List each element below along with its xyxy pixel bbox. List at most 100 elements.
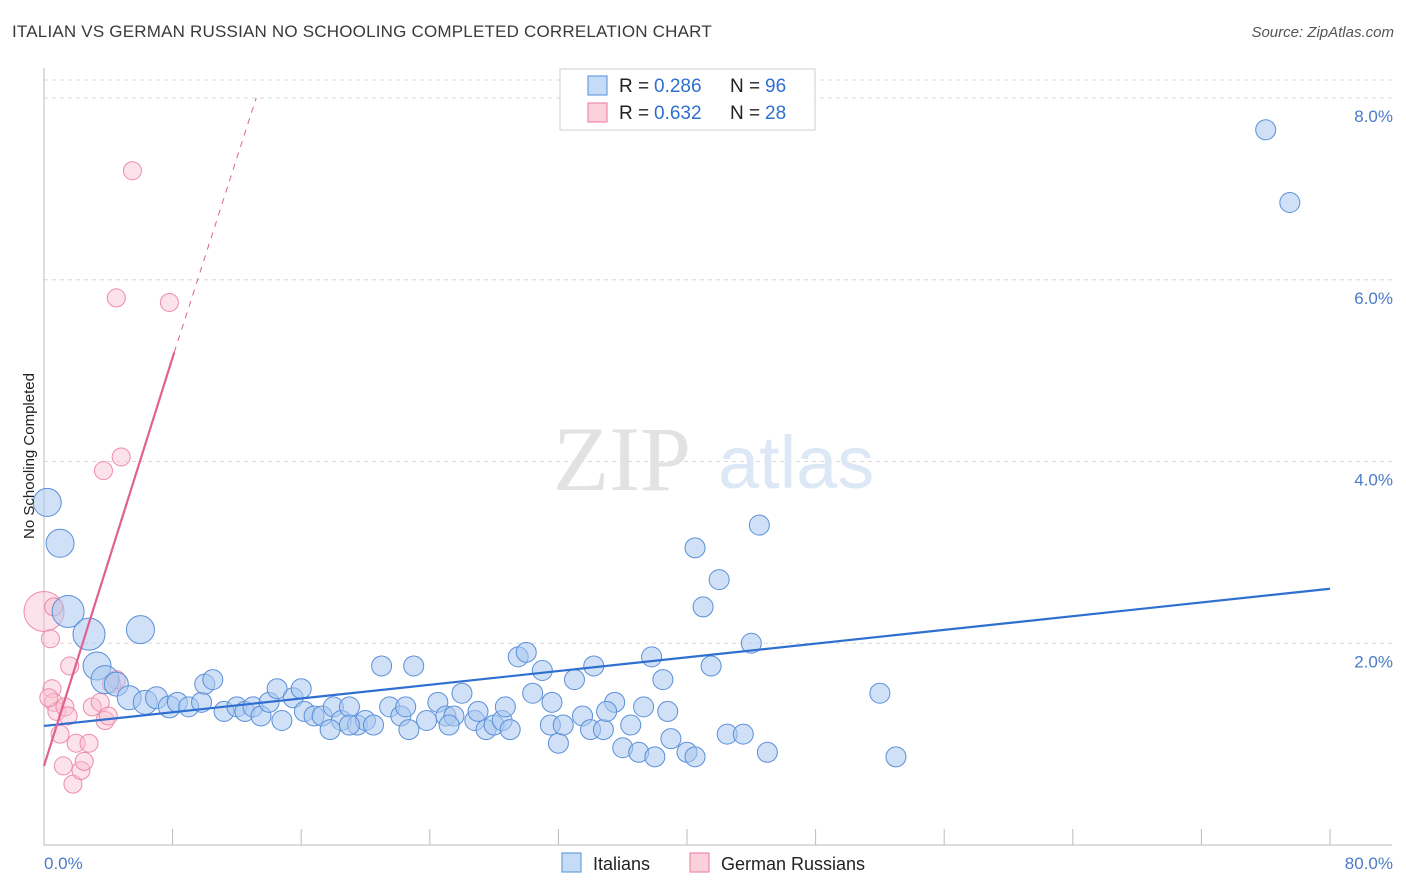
- italians-trend-line: [43, 587, 1331, 728]
- german-russians-point: [79, 733, 99, 753]
- bottom-legend: Italians German Russians: [561, 852, 865, 874]
- y-tick-labels: 2.0% 4.0% 6.0% 8.0%: [1354, 107, 1393, 671]
- legend-r-value-0: 0.286: [654, 76, 702, 97]
- legend-r-label-0: R =: [619, 76, 649, 97]
- german-russians-point: [98, 706, 118, 726]
- italians-point: [363, 714, 385, 736]
- italians-point: [451, 682, 473, 704]
- italians-point: [633, 696, 655, 718]
- italians-point: [416, 709, 438, 731]
- italians-point: [403, 655, 425, 677]
- italians-point: [202, 669, 224, 691]
- italians-point: [398, 719, 420, 741]
- italians-point: [684, 537, 706, 559]
- italians-point: [592, 719, 614, 741]
- axes: [43, 68, 1392, 846]
- german-russians-point: [74, 751, 94, 771]
- german-russians-point: [39, 688, 59, 708]
- italians-point: [467, 700, 489, 722]
- italians-point: [756, 741, 778, 763]
- y-tick-label: 8.0%: [1354, 107, 1393, 126]
- italians-point: [732, 723, 754, 745]
- german-russians-trend-extension: [173, 97, 257, 353]
- y-tick-label: 6.0%: [1354, 289, 1393, 308]
- bottom-legend-italians: Italians: [593, 854, 650, 874]
- legend-box: R = 0.286 N = 96 R = 0.632 N = 28: [559, 68, 816, 131]
- german-russians-point: [40, 629, 60, 649]
- german-russians-point: [93, 461, 113, 481]
- italians-point: [45, 528, 75, 558]
- italians-point: [494, 696, 516, 718]
- italians-point: [522, 682, 544, 704]
- italians-point: [319, 719, 341, 741]
- italians-point: [552, 714, 574, 736]
- italians-point: [641, 646, 663, 668]
- german-russians-point: [111, 447, 131, 467]
- italians-point: [266, 678, 288, 700]
- italians-point: [32, 487, 62, 517]
- italians-point: [1279, 192, 1301, 214]
- italians-point: [657, 700, 679, 722]
- german-russians-point: [53, 756, 73, 776]
- italians-point: [620, 714, 642, 736]
- italians-point: [72, 617, 106, 651]
- italians-point: [748, 514, 770, 536]
- watermark-zip: ZIP: [553, 408, 691, 510]
- italians-point: [885, 746, 907, 768]
- legend-swatch-german-russians: [587, 102, 608, 123]
- trend-lines: [42, 97, 1331, 767]
- italians-points: [32, 119, 1301, 768]
- italians-point: [271, 709, 293, 731]
- grid-lines: [44, 79, 1392, 644]
- german-russians-points: [23, 161, 179, 794]
- italians-point: [692, 596, 714, 618]
- italians-point: [395, 696, 417, 718]
- german-russians-point: [106, 288, 126, 308]
- bottom-swatch-italians: [561, 852, 582, 873]
- legend-n-value-0: 96: [765, 76, 786, 97]
- italians-point: [700, 655, 722, 677]
- italians-point: [660, 728, 682, 750]
- source-label: Source: ZipAtlas.com: [1251, 24, 1394, 41]
- italians-point: [371, 655, 393, 677]
- chart-title: ITALIAN VS GERMAN RUSSIAN NO SCHOOLING C…: [12, 22, 712, 41]
- italians-point: [499, 719, 521, 741]
- legend-r-label-1: R =: [619, 103, 649, 124]
- italians-point: [531, 660, 553, 682]
- x-tick-max: 80.0%: [1345, 854, 1393, 873]
- italians-point: [338, 714, 360, 736]
- italians-point: [684, 746, 706, 768]
- italians-point: [541, 691, 563, 713]
- italians-point: [515, 641, 537, 663]
- x-tick-min: 0.0%: [44, 854, 83, 873]
- italians-point: [596, 700, 618, 722]
- italians-point: [563, 669, 585, 691]
- y-tick-label: 4.0%: [1354, 471, 1393, 490]
- bottom-swatch-german-russians: [689, 852, 710, 873]
- italians-point: [1255, 119, 1277, 141]
- legend-r-value-1: 0.632: [654, 103, 702, 124]
- italians-point: [869, 682, 891, 704]
- italians-point: [547, 732, 569, 754]
- legend-n-label-0: N =: [730, 76, 760, 97]
- watermark-atlas: atlas: [718, 421, 874, 504]
- italians-point: [125, 615, 155, 645]
- german-russians-trend-line: [42, 352, 176, 767]
- italians-point: [708, 569, 730, 591]
- italians-point: [740, 632, 762, 654]
- bottom-legend-german-russians: German Russians: [721, 854, 865, 874]
- legend-n-label-1: N =: [730, 103, 760, 124]
- italians-point: [438, 714, 460, 736]
- german-russians-point: [159, 292, 179, 312]
- italians-point: [338, 696, 360, 718]
- italians-point: [290, 678, 312, 700]
- legend-n-value-1: 28: [765, 103, 786, 124]
- y-tick-label: 2.0%: [1354, 652, 1393, 671]
- italians-point: [644, 746, 666, 768]
- german-russians-point: [122, 161, 142, 181]
- italians-point: [652, 669, 674, 691]
- legend-swatch-italians: [587, 75, 608, 96]
- y-axis-label: No Schooling Completed: [21, 373, 38, 539]
- italians-point: [51, 594, 85, 628]
